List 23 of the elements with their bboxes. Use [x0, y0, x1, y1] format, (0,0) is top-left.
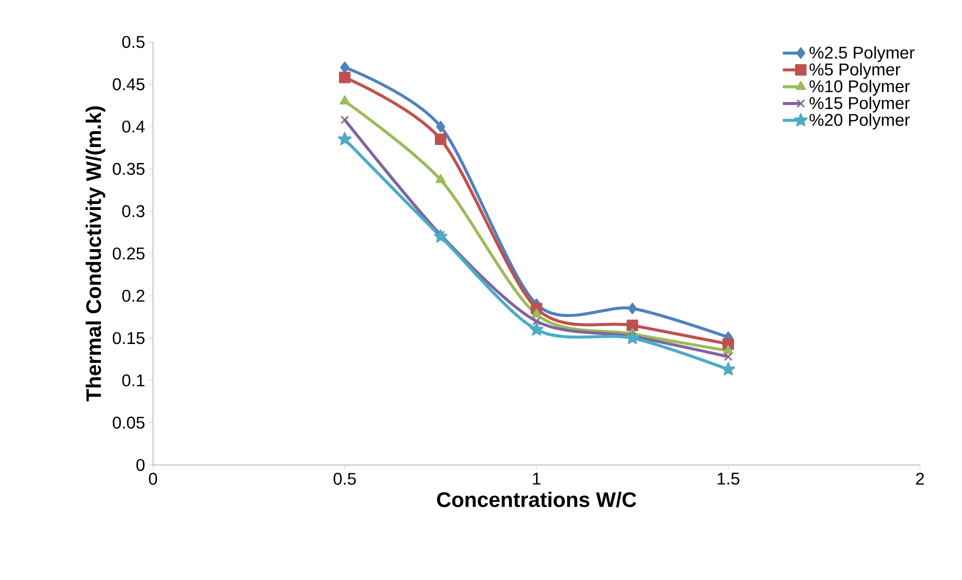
x-tick-label: 2	[916, 472, 924, 485]
y-axis-title: Thermal Conductivity W/(m.k)	[86, 106, 106, 402]
y-tick-label: 0.25	[112, 247, 144, 260]
y-tick-label: 0.15	[112, 332, 144, 344]
y-tick-label: 0.5	[122, 36, 144, 48]
legend-label: %5 Polymer	[810, 63, 900, 79]
x-axis-title: Concentrations W/C	[437, 492, 636, 508]
y-tick-label: 0.2	[122, 290, 144, 302]
y-tick-label: 0	[136, 458, 145, 472]
x-tick-label: 1.5	[718, 472, 740, 485]
y-tick-label: 0.05	[112, 416, 144, 429]
y-tick-label: 0.1	[122, 374, 144, 386]
x-tick-label: 0.5	[334, 472, 356, 485]
y-tick-label: 0.4	[122, 120, 145, 133]
legend-label: %20 Polymer	[810, 113, 910, 130]
legend-label: %15 Polymer	[810, 96, 910, 112]
legend-label: %10 Polymer	[810, 80, 910, 96]
y-tick-label: 0.3	[122, 205, 144, 218]
x-tick-label: 1	[533, 472, 540, 484]
legend-label: %2.5 Polymer	[810, 46, 914, 62]
y-tick-label: 0.45	[112, 78, 144, 90]
x-tick-label: 0	[148, 472, 158, 485]
y-tick-label: 0.35	[112, 162, 144, 175]
